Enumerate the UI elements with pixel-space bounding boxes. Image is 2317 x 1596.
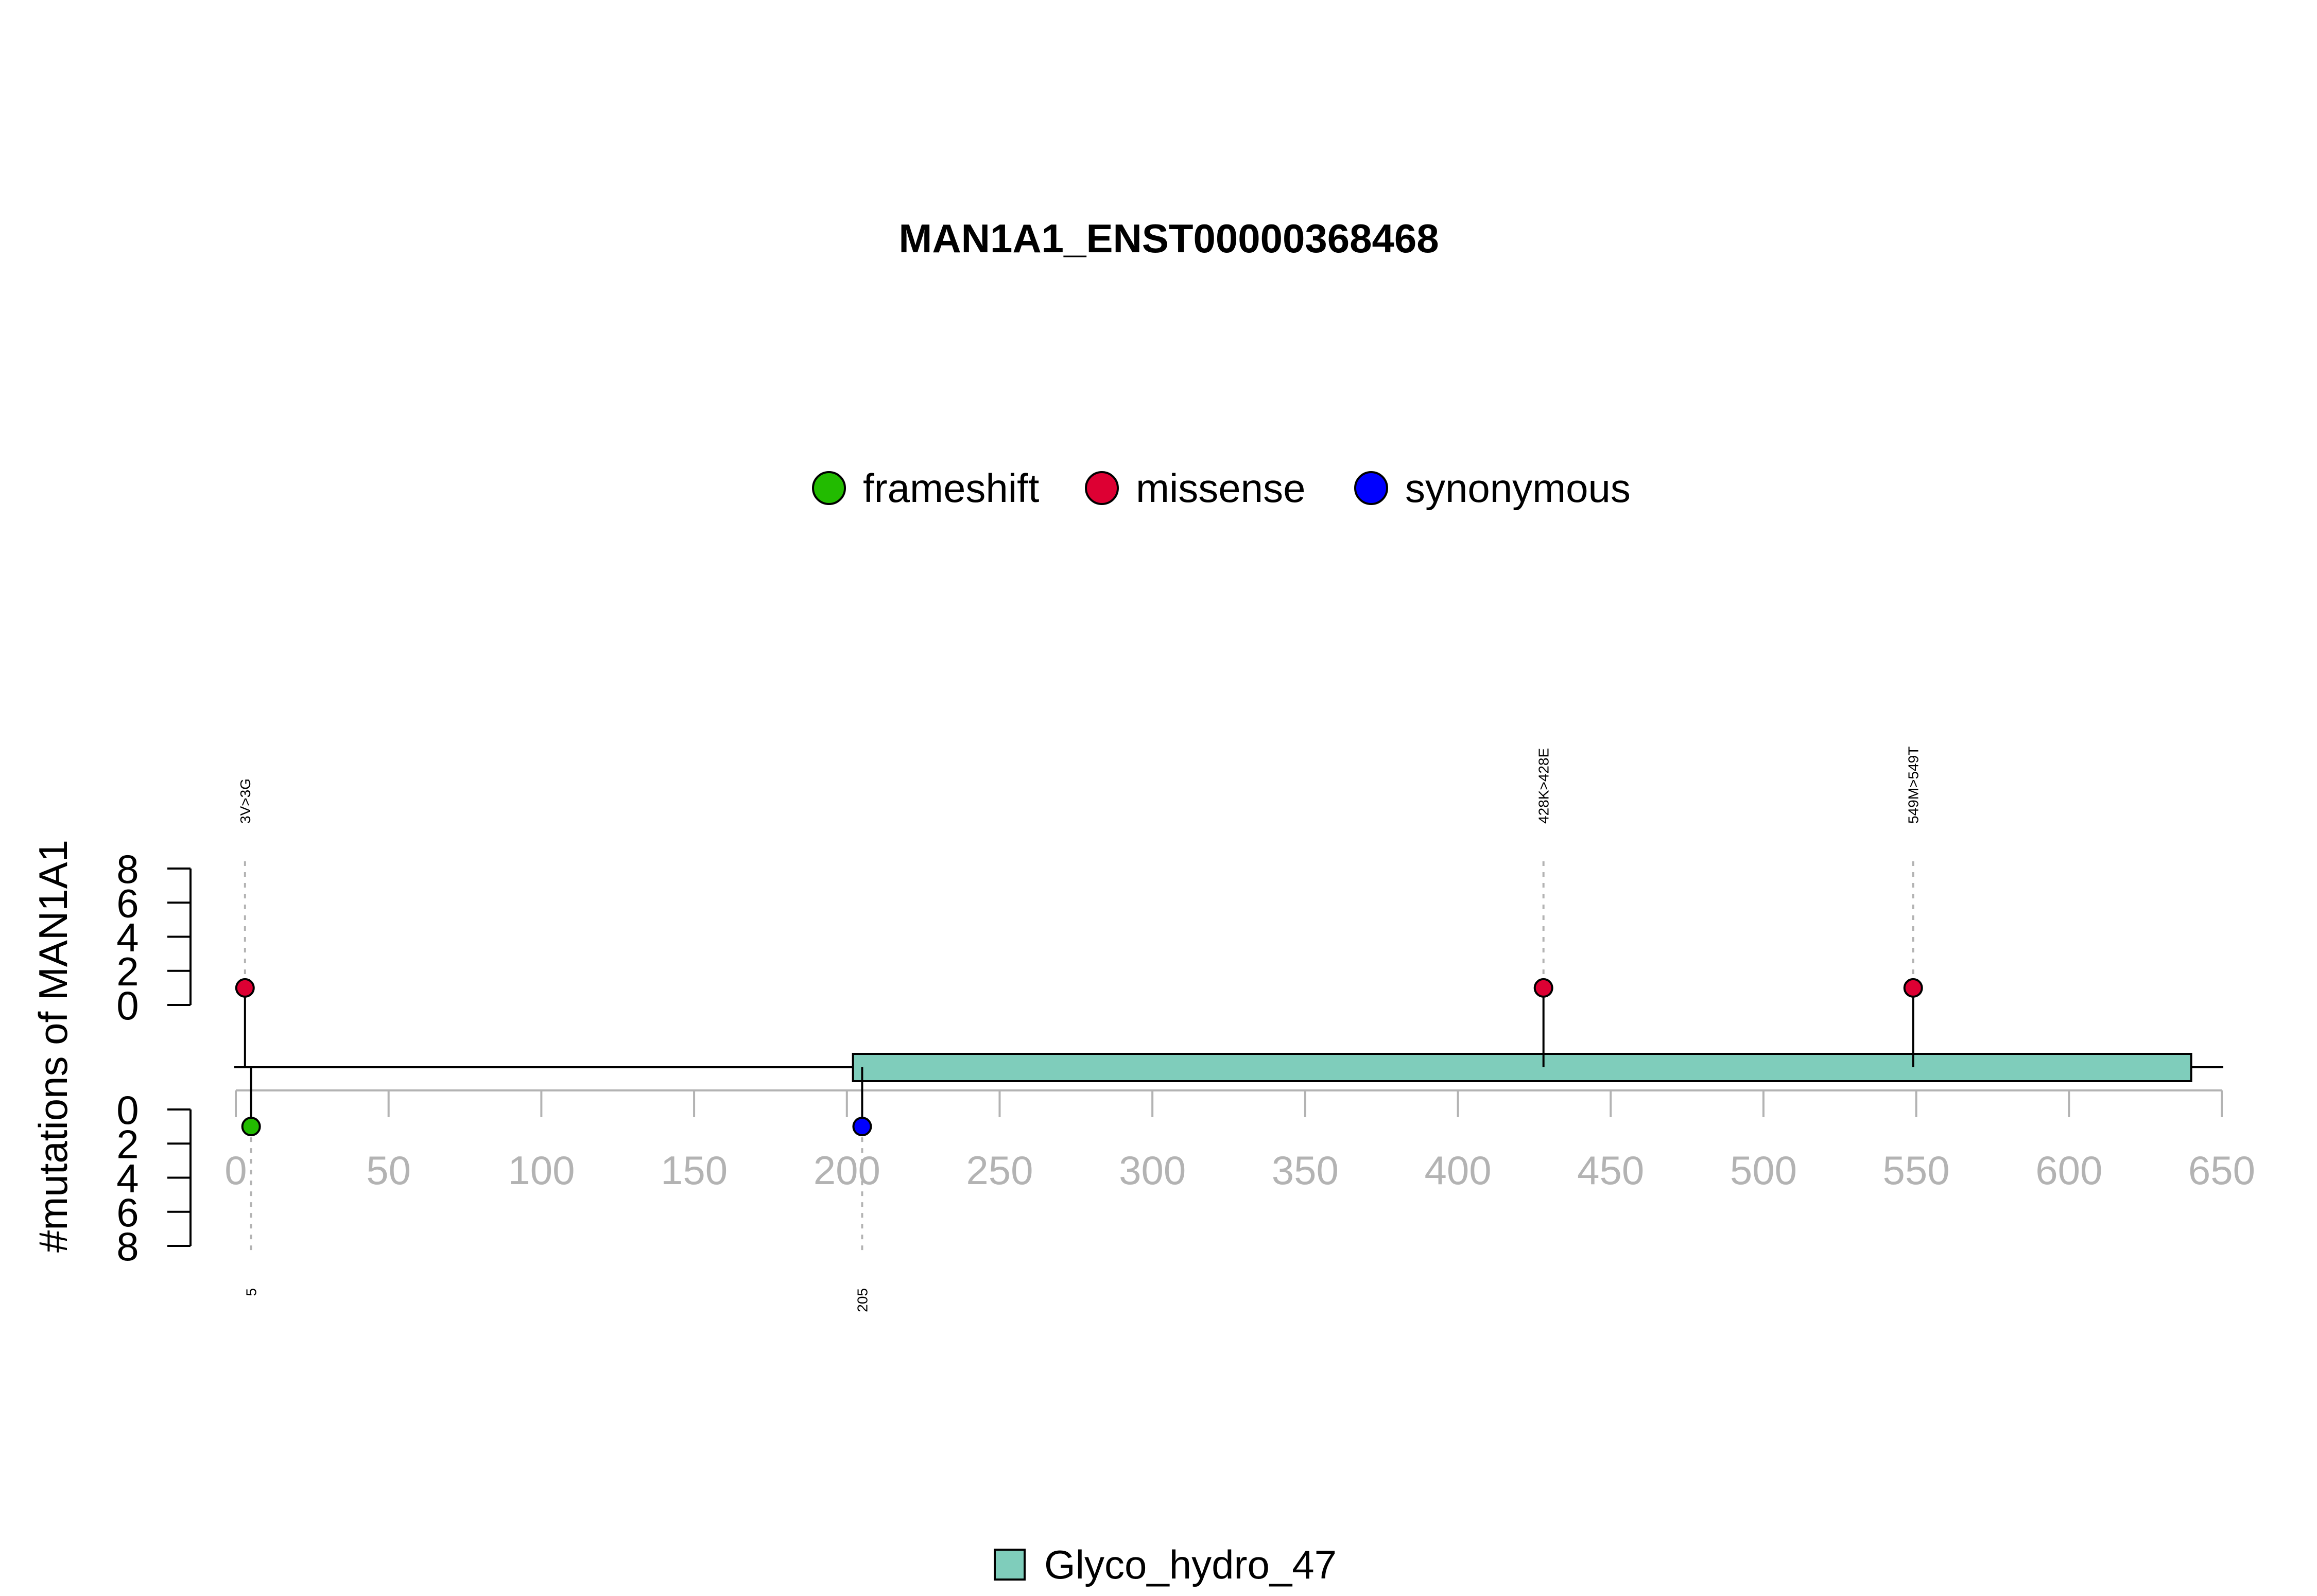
y-axis-label: #mutations of MAN1A1 <box>30 840 76 1253</box>
upper-y-tick-label: 4 <box>116 915 139 960</box>
x-tick-label: 450 <box>1577 1148 1644 1193</box>
lower-y-tick-label: 4 <box>116 1156 139 1201</box>
mutation-point-synonymous <box>852 1117 872 1137</box>
x-tick-label: 600 <box>2035 1148 2102 1193</box>
mutation-point-missense <box>1903 978 1923 998</box>
x-tick-label: 150 <box>661 1148 728 1193</box>
mutation-label: 3V>3G <box>237 778 253 824</box>
domain-legend: Glyco_hydro_47 <box>994 1542 1337 1587</box>
x-tick-label: 200 <box>814 1148 880 1193</box>
chart-title: MAN1A1_ENST00000368468 <box>898 216 1439 261</box>
domain-Glyco_hydro_47 <box>852 1053 2192 1082</box>
legend-marker-frameshift <box>812 471 846 505</box>
x-tick-label: 550 <box>1883 1148 1950 1193</box>
x-tick-label: 50 <box>366 1148 411 1193</box>
upper-y-tick-label: 0 <box>116 983 139 1028</box>
legend-label-missense: missense <box>1136 465 1305 511</box>
x-tick-label: 650 <box>2188 1148 2255 1193</box>
x-tick-label: 100 <box>508 1148 575 1193</box>
protein-track <box>234 1053 2223 1082</box>
x-tick-label: 500 <box>1730 1148 1797 1193</box>
mutation-label: 549M>549T <box>1906 747 1922 824</box>
x-tick-label: 400 <box>1424 1148 1491 1193</box>
mutation-label: 428K>428E <box>1536 748 1552 824</box>
x-tick-label: 0 <box>224 1148 247 1193</box>
lower-y-tick-label: 2 <box>116 1121 139 1167</box>
x-tick-label: 350 <box>1272 1148 1339 1193</box>
mutation-label: 205 <box>854 1288 870 1312</box>
upper-y-tick-label: 2 <box>116 949 139 994</box>
x-tick-label: 250 <box>966 1148 1033 1193</box>
x-axis: 0 50 100 150 200 250 300 350 400 450 500 550 600 650 <box>224 1089 2255 1193</box>
legend-label-synonymous: synonymous <box>1405 465 1631 511</box>
legend-label-Glyco_hydro_47: Glyco_hydro_47 <box>1044 1542 1337 1587</box>
lower-y-tick-label: 8 <box>116 1224 139 1269</box>
lower-y-tick-label: 6 <box>116 1190 139 1235</box>
mutation-lollipops: 3V>3G 428K>428E 549M>549T 5 205 <box>235 747 1923 1312</box>
mutation-point-frameshift <box>241 1117 261 1137</box>
upper-y-tick-label: 8 <box>116 846 139 892</box>
lower-y-tick-label: 0 <box>116 1087 139 1133</box>
legend-marker-synonymous <box>1354 471 1388 505</box>
legend-marker-missense <box>1085 471 1119 505</box>
legend-label-frameshift: frameshift <box>863 465 1040 511</box>
mutation-legend: frameshift missense synonymous <box>812 465 1631 511</box>
upper-y-tick-label: 6 <box>116 880 139 926</box>
mutation-label: 5 <box>244 1288 260 1296</box>
x-tick-label: 300 <box>1119 1148 1186 1193</box>
mutation-point-missense <box>1533 978 1553 998</box>
legend-marker-Glyco_hydro_47 <box>994 1549 1026 1581</box>
mutation-point-missense <box>235 978 255 998</box>
